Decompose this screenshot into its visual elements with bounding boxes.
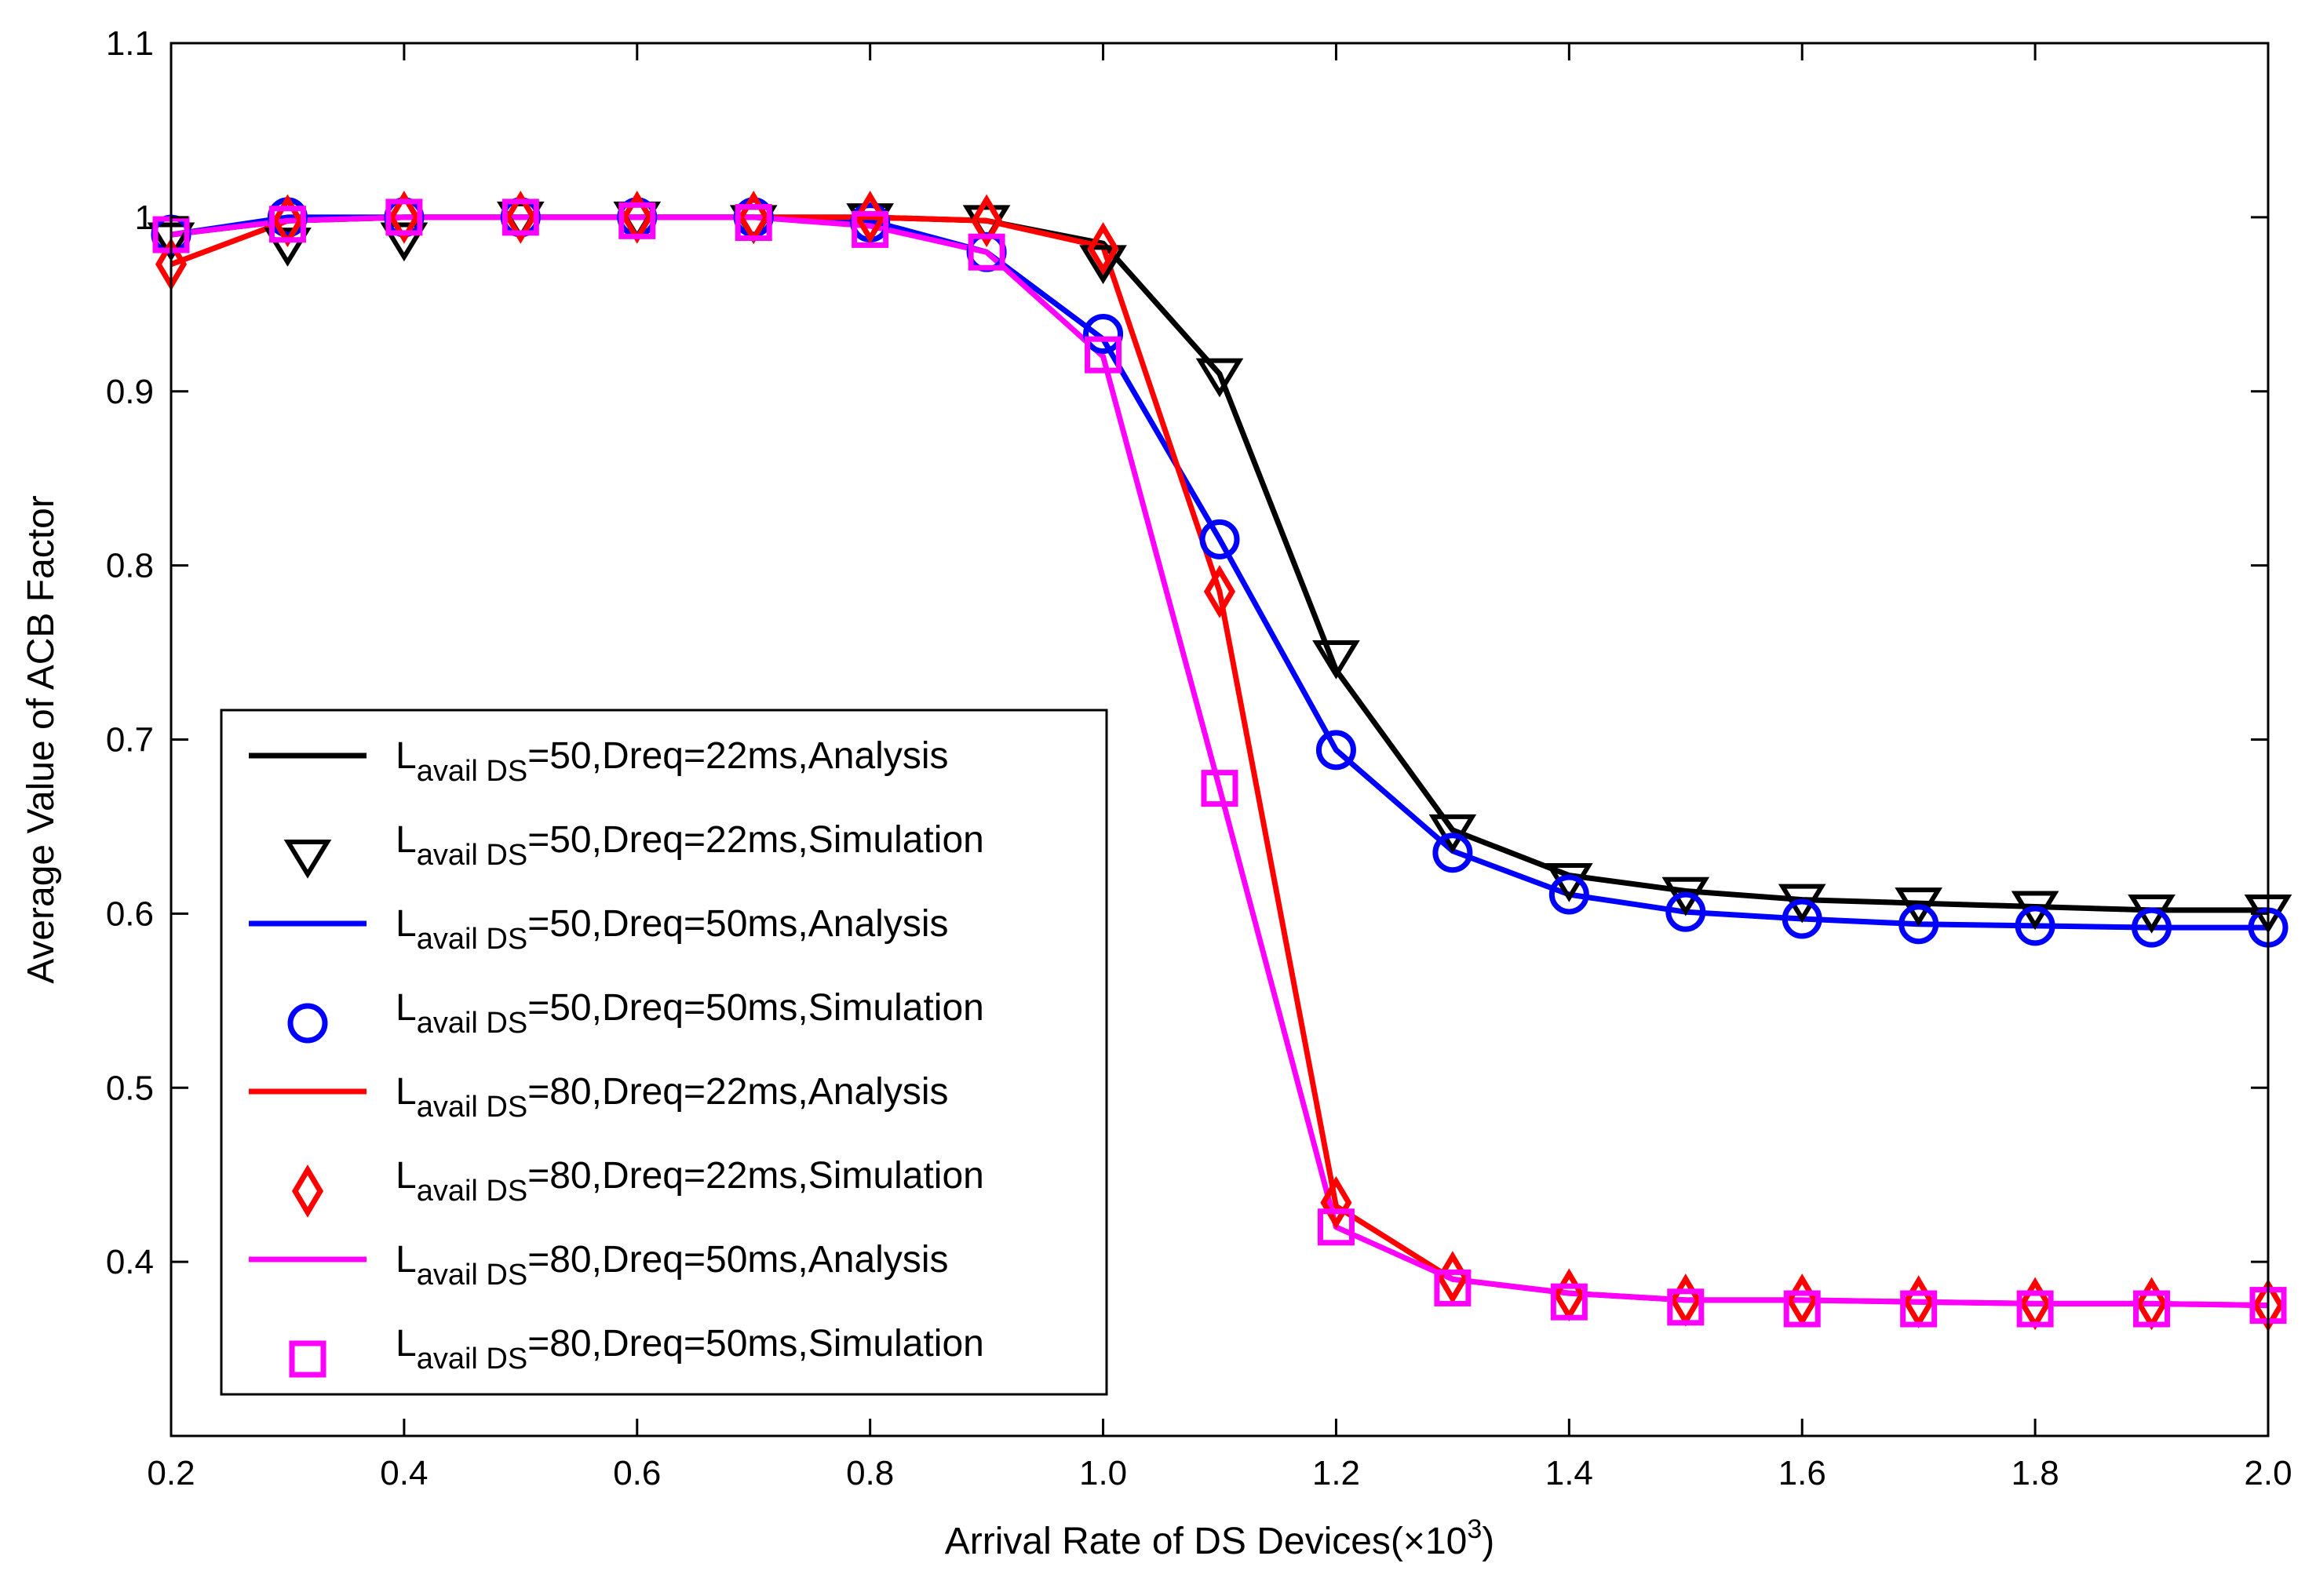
series-point <box>1667 1288 1705 1326</box>
series-point <box>2016 1290 2054 1328</box>
series-point <box>852 210 889 248</box>
series-point <box>1083 314 1124 355</box>
legend-label: Lavail DS=50,Dreq=50ms,Simulation <box>396 987 984 1040</box>
legend-entry: Lavail DS=50,Dreq=50ms,Analysis <box>249 903 948 956</box>
series-point <box>1898 904 1939 945</box>
x-tick-label: 0.6 <box>613 1454 661 1492</box>
series-point <box>1203 565 1236 618</box>
legend-marker-swatch <box>291 1164 324 1218</box>
series-point <box>1428 814 1477 854</box>
x-tick-label: 0.8 <box>846 1454 894 1492</box>
legend-entry: Lavail DS=80,Dreq=22ms,Analysis <box>249 1071 948 1124</box>
series-7 <box>170 214 2269 1309</box>
x-tick-label: 1.2 <box>1312 1454 1360 1492</box>
series-point <box>1201 770 1238 807</box>
y-tick-label: 0.8 <box>106 547 154 585</box>
legend-entry: Lavail DS=80,Dreq=50ms,Simulation <box>289 1323 984 1378</box>
series-point <box>618 202 656 239</box>
legend-label: Lavail DS=80,Dreq=50ms,Simulation <box>396 1323 984 1376</box>
legend-entry: Lavail DS=80,Dreq=50ms,Analysis <box>249 1239 948 1292</box>
series-point <box>1087 221 1119 275</box>
x-tick-label: 1.0 <box>1079 1454 1127 1492</box>
series-point <box>1315 730 1356 771</box>
legend-label: Lavail DS=50,Dreq=50ms,Analysis <box>396 903 948 956</box>
legend-label: Lavail DS=50,Dreq=22ms,Simulation <box>396 819 984 872</box>
x-axis-title: Arrival Rate of DS Devices(×103) <box>945 1514 1494 1562</box>
x-tick-label: 1.8 <box>2011 1454 2059 1492</box>
series-point <box>1320 1175 1352 1230</box>
legend-entry: Lavail DS=50,Dreq=22ms,Analysis <box>249 735 948 788</box>
legend-box <box>220 709 1108 1396</box>
series-point <box>2132 907 2172 948</box>
series-point <box>1317 1208 1355 1246</box>
series-point <box>268 206 306 243</box>
series-point <box>854 191 886 244</box>
legend-entry: Lavail DS=50,Dreq=50ms,Simulation <box>287 987 984 1044</box>
legend-marker-swatch <box>287 1003 328 1044</box>
legend-entry: Lavail DS=80,Dreq=22ms,Simulation <box>291 1155 984 1218</box>
y-tick-label: 0.5 <box>106 1069 154 1107</box>
x-tick-label: 0.4 <box>380 1454 428 1492</box>
series-point <box>2133 1290 2171 1328</box>
series-point <box>1195 358 1244 398</box>
series-point <box>380 222 429 262</box>
series-point <box>1665 891 1706 932</box>
legend-entry: Lavail DS=50,Dreq=22ms,Simulation <box>283 819 984 879</box>
series-point <box>1548 874 1589 915</box>
legend-label: Lavail DS=80,Dreq=22ms,Analysis <box>396 1071 948 1124</box>
y-tick-label: 0.6 <box>106 895 154 933</box>
series-point <box>1895 887 1943 927</box>
series-point <box>505 191 537 244</box>
axes-box <box>170 42 2270 1437</box>
y-tick-label: 1.1 <box>106 24 154 63</box>
series-point <box>1079 245 1127 285</box>
series-point <box>264 228 312 267</box>
series-point <box>1783 1290 1821 1328</box>
x-tick-label: 1.4 <box>1545 1454 1593 1492</box>
series-point <box>385 199 423 236</box>
series-point <box>735 204 772 242</box>
y-tick-label: 1 <box>135 199 154 237</box>
series-point <box>1900 1290 1938 1328</box>
series-point <box>1432 833 1473 873</box>
x-tick-label: 2.0 <box>2244 1454 2292 1492</box>
legend-marker-swatch <box>283 840 332 879</box>
series-point <box>1312 640 1360 680</box>
series-point <box>971 194 1003 248</box>
series-line <box>170 214 2269 1309</box>
legend-label: Lavail DS=80,Dreq=50ms,Analysis <box>396 1239 948 1292</box>
legend-label: Lavail DS=80,Dreq=22ms,Simulation <box>396 1155 984 1208</box>
series-point <box>2015 905 2055 946</box>
series-point <box>1550 1283 1588 1321</box>
y-tick-label: 0.9 <box>106 373 154 411</box>
series-point <box>968 233 1005 271</box>
series-point <box>1434 1269 1472 1306</box>
x-tick-label: 0.2 <box>147 1454 195 1492</box>
legend-label: Lavail DS=50,Dreq=22ms,Analysis <box>396 735 948 788</box>
series-point <box>501 199 539 236</box>
series-point <box>388 191 420 244</box>
series-point <box>1199 519 1240 559</box>
series-point <box>1085 336 1122 373</box>
legend-marker-swatch <box>289 1340 326 1378</box>
series-point <box>1782 898 1822 939</box>
y-tick-label: 0.7 <box>106 721 154 760</box>
x-tick-label: 1.6 <box>1778 1454 1826 1492</box>
y-tick-label: 0.4 <box>106 1243 154 1281</box>
y-axis-title: Average Value of ACB Factor <box>20 495 62 984</box>
legend: Lavail DS=50,Dreq=22ms,Analysis Lavail DS… <box>220 709 1108 1396</box>
